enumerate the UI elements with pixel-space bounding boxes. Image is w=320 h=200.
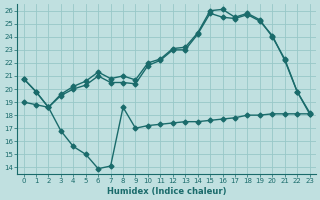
X-axis label: Humidex (Indice chaleur): Humidex (Indice chaleur)	[107, 187, 226, 196]
